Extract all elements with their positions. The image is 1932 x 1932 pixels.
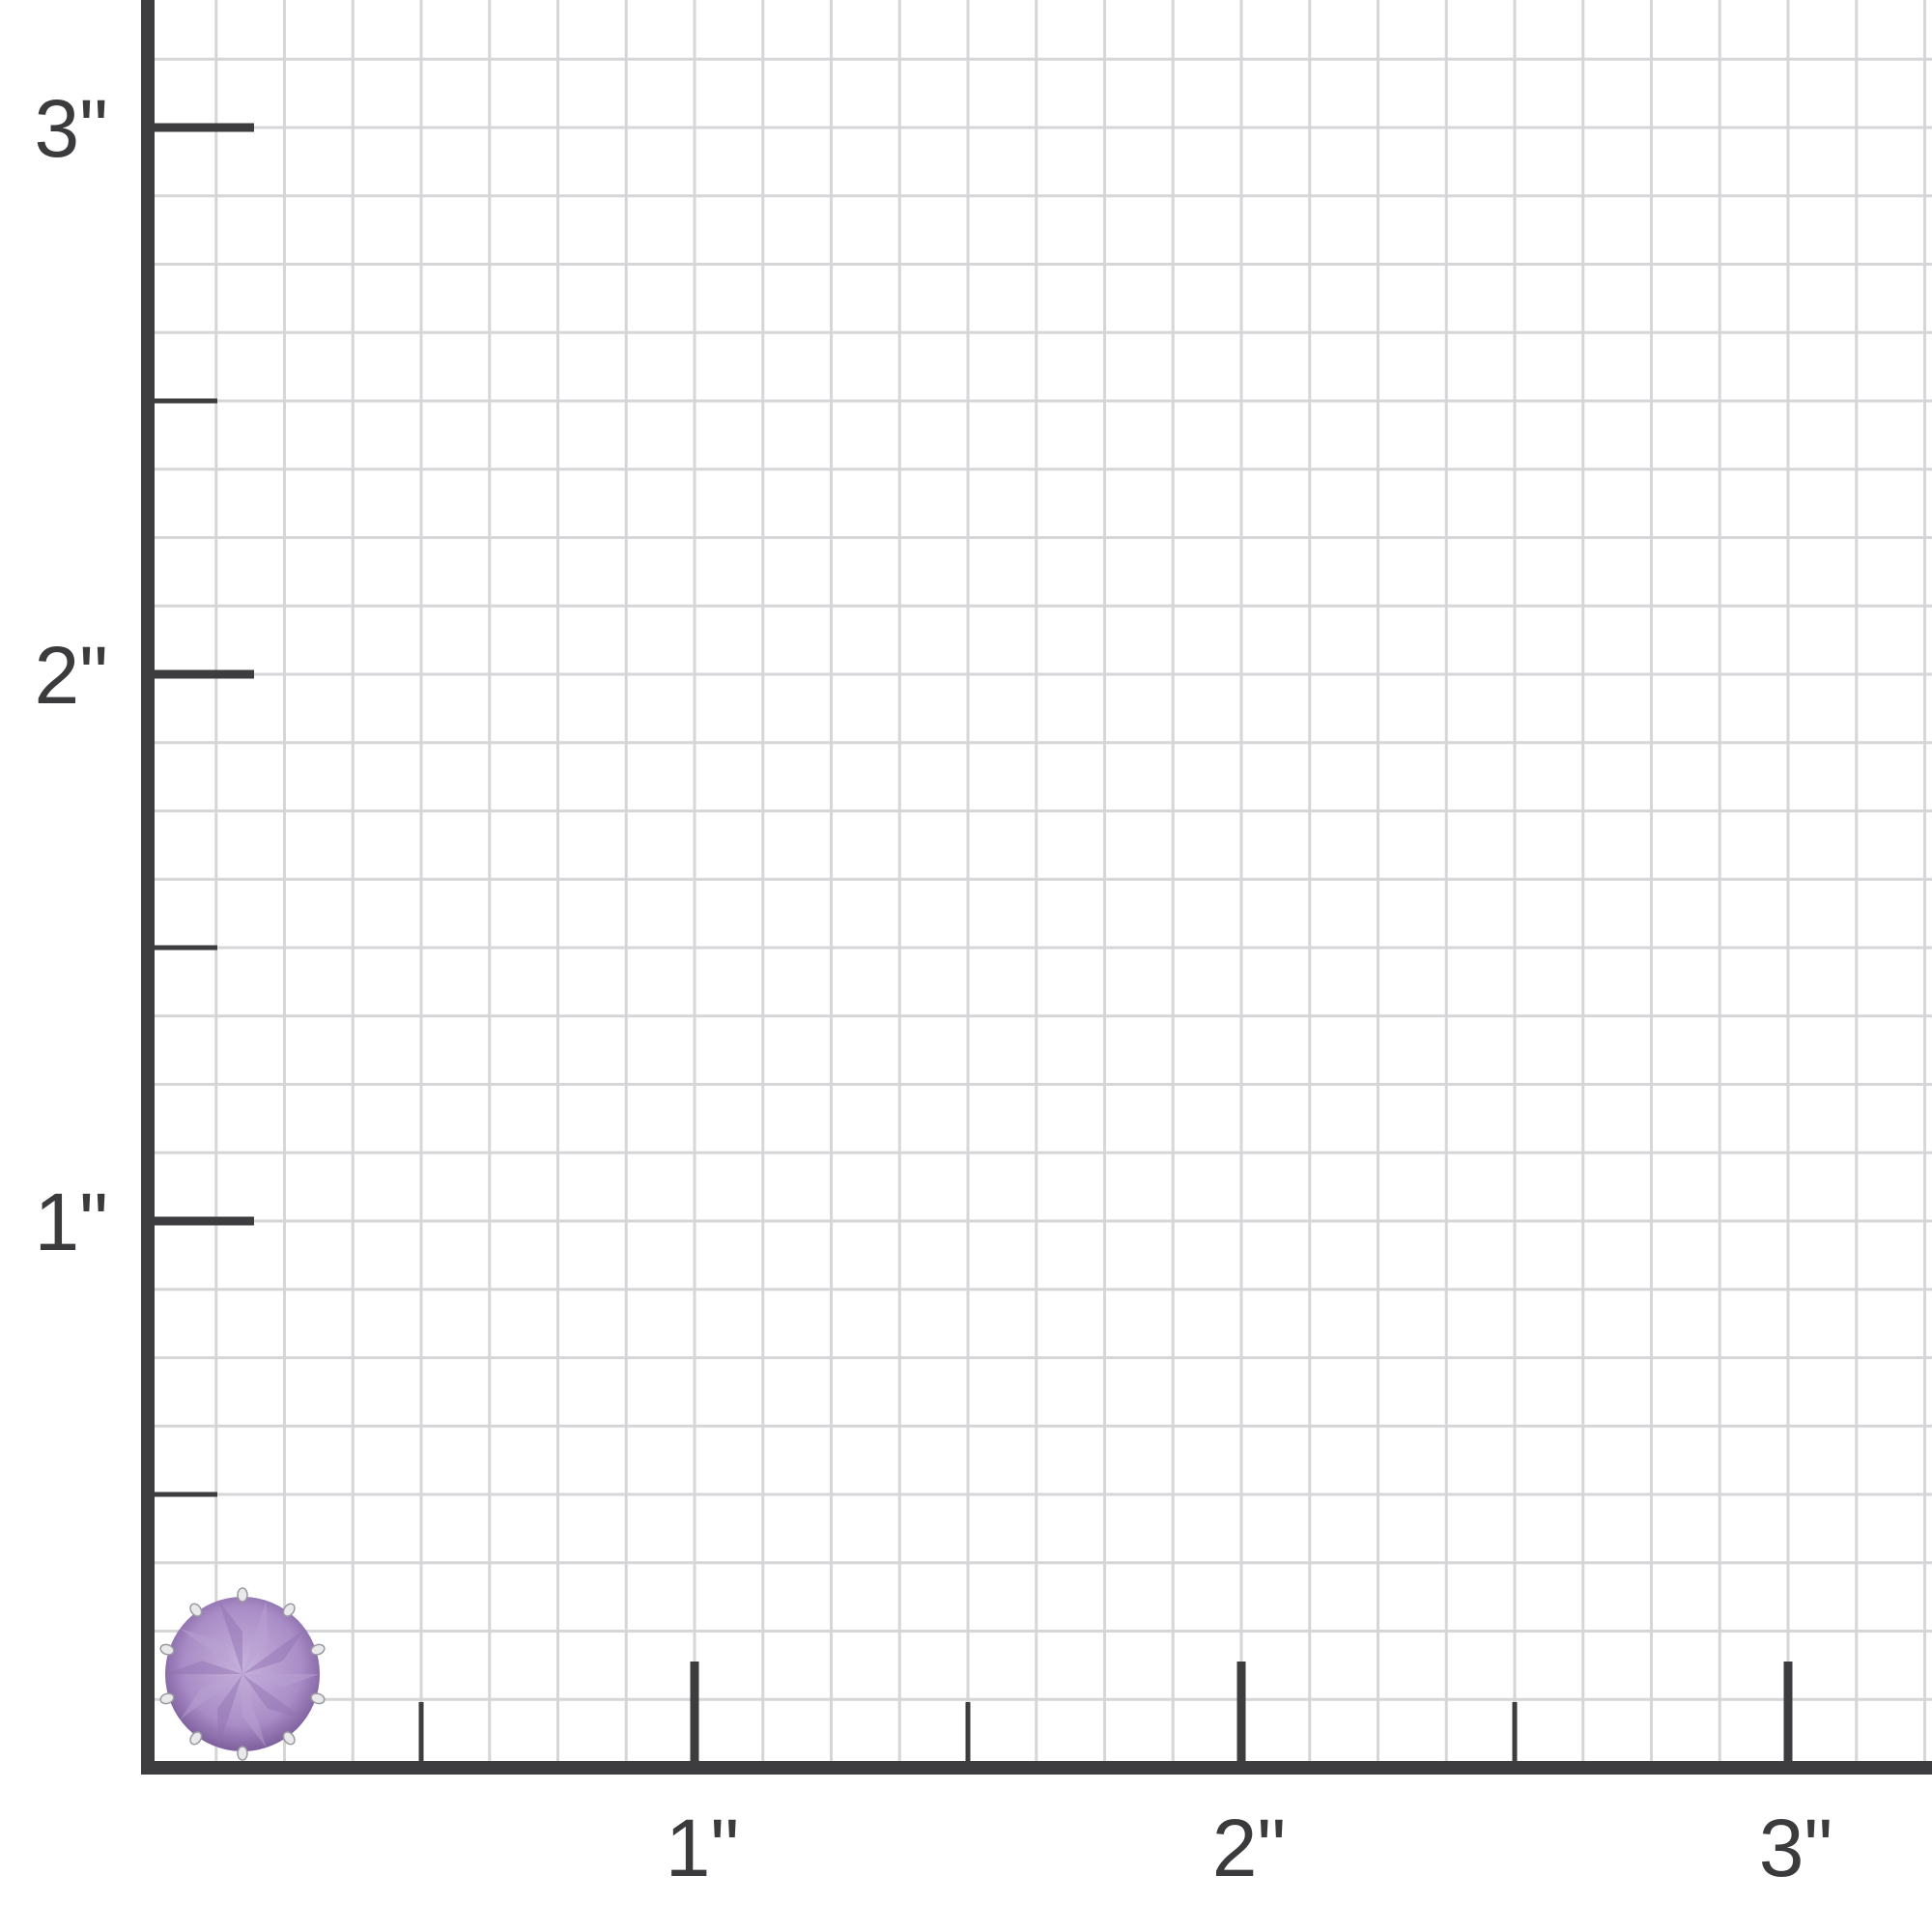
- x-tick-label: 2": [1212, 1803, 1287, 1893]
- gem-facet: [242, 1628, 305, 1674]
- gem-facet: [242, 1600, 268, 1674]
- gem-facet: [242, 1674, 267, 1748]
- y-tick-label: 2": [34, 630, 108, 721]
- gem-facet: [218, 1600, 242, 1674]
- prong-icon: [282, 1731, 296, 1746]
- y-tick-label: 1": [34, 1177, 108, 1267]
- x-tick-label: 3": [1759, 1803, 1833, 1893]
- gemstone: [165, 1597, 320, 1751]
- gem-facet: [242, 1674, 305, 1720]
- gem-facet: [242, 1674, 320, 1688]
- gem-facet: [180, 1628, 242, 1674]
- prong-icon: [237, 1746, 248, 1761]
- x-tick-label: 1": [666, 1803, 740, 1893]
- y-tick-label: 3": [34, 83, 108, 174]
- prong-icon: [189, 1731, 203, 1746]
- prong-icon: [189, 1603, 203, 1617]
- prong-icon: [310, 1692, 326, 1705]
- gem-facet: [217, 1674, 242, 1748]
- prong-icon: [237, 1587, 248, 1603]
- gem-facet: [165, 1661, 242, 1674]
- prong-icon: [282, 1603, 296, 1617]
- prong-icon: [310, 1643, 326, 1656]
- prong-icon: [159, 1692, 175, 1705]
- gem-facet: [180, 1674, 242, 1720]
- prong-icon: [159, 1643, 175, 1656]
